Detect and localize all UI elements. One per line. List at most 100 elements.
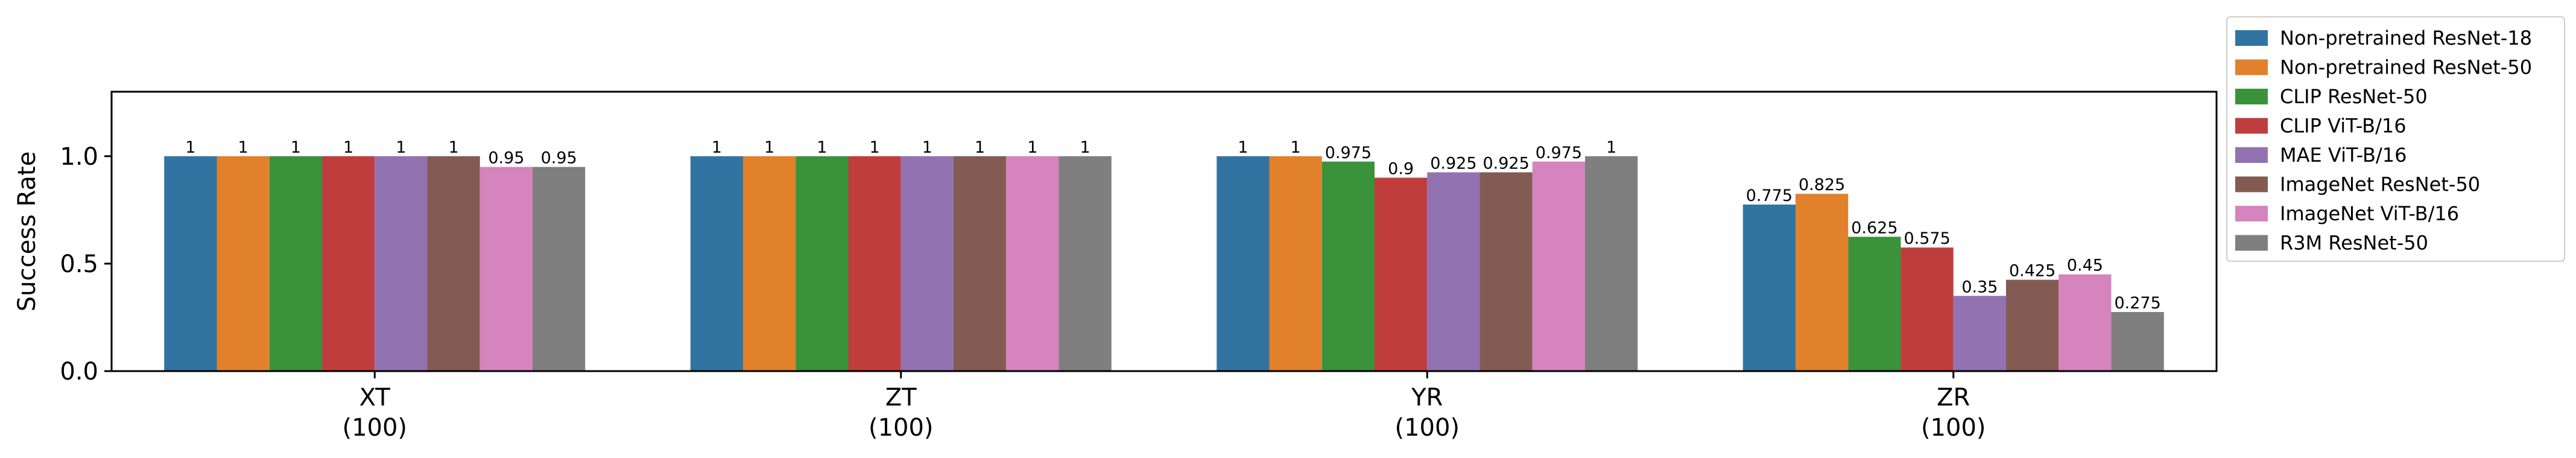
legend-label-5: MAE ViT-B/16	[2280, 144, 2407, 167]
legend-swatch-1	[2235, 30, 2268, 46]
data-label-yr-series-3: 0.975	[1325, 144, 1372, 162]
legend-label-1: Non-pretrained ResNet-18	[2280, 27, 2532, 49]
bar-zt-series-6	[954, 156, 1007, 371]
data-label-yr-series-4: 0.9	[1388, 159, 1414, 178]
bar-xt-series-4	[322, 156, 375, 371]
data-label-yr-series-5: 0.925	[1430, 154, 1476, 173]
legend-label-4: CLIP ViT-B/16	[2280, 115, 2407, 138]
bar-yr-series-2	[1269, 156, 1322, 371]
y-tick-label: 0.0	[60, 358, 98, 386]
bar-zr-series-2	[1796, 194, 1849, 371]
y-axis-label: Success Rate	[13, 151, 41, 311]
data-label-zt-series-1: 1	[712, 138, 722, 157]
data-label-zr-series-2: 0.825	[1799, 176, 1845, 194]
bar-yr-series-5	[1427, 172, 1480, 371]
x-axis: XT(100)ZT(100)YR(100)ZR(100)	[342, 371, 1986, 442]
bar-xt-series-3	[269, 156, 322, 371]
legend-swatch-2	[2235, 59, 2268, 75]
bars-layer	[164, 156, 2164, 371]
data-label-zr-series-7: 0.45	[2067, 256, 2103, 275]
data-label-zt-series-2: 1	[764, 138, 774, 157]
data-label-yr-series-1: 1	[1238, 138, 1248, 157]
x-tick-count-xt: (100)	[342, 414, 407, 442]
x-tick-label-zr: ZR	[1937, 384, 1970, 412]
legend-label-2: Non-pretrained ResNet-50	[2280, 56, 2532, 79]
data-label-zt-series-3: 1	[817, 138, 827, 157]
data-label-zr-series-8: 0.275	[2114, 294, 2160, 313]
data-label-xt-series-5: 1	[396, 138, 406, 157]
x-tick-count-yr: (100)	[1394, 414, 1460, 442]
y-tick-label: 0.5	[60, 250, 98, 278]
x-tick-count-zr: (100)	[1921, 414, 1986, 442]
bar-xt-series-1	[164, 156, 217, 371]
bar-xt-series-5	[375, 156, 428, 371]
bar-xt-series-2	[217, 156, 270, 371]
legend-label-3: CLIP ResNet-50	[2280, 85, 2428, 108]
data-label-xt-series-7: 0.95	[488, 149, 524, 168]
x-tick-label-yr: YR	[1411, 384, 1443, 412]
data-label-xt-series-2: 1	[238, 138, 248, 157]
bar-yr-series-4	[1375, 177, 1428, 371]
bar-xt-series-6	[427, 156, 480, 371]
data-label-zt-series-5: 1	[922, 138, 932, 157]
bar-zr-series-1	[1742, 204, 1796, 371]
legend-swatch-8	[2235, 235, 2268, 251]
legend-label-6: ImageNet ResNet-50	[2280, 173, 2480, 196]
legend-box	[2226, 16, 2565, 262]
legend-swatch-6	[2235, 176, 2268, 192]
x-tick-label-xt: XT	[359, 384, 391, 412]
data-label-yr-series-2: 1	[1291, 138, 1301, 157]
bar-yr-series-6	[1479, 172, 1533, 371]
legend-swatch-4	[2235, 118, 2268, 134]
legend-swatch-3	[2235, 89, 2268, 104]
bar-zr-series-7	[2059, 274, 2112, 371]
bar-zr-series-4	[1900, 247, 1954, 371]
legend: Non-pretrained ResNet-18 Non-pretrained R…	[2226, 16, 2565, 262]
data-label-yr-series-6: 0.925	[1483, 154, 1529, 173]
bar-zt-series-1	[690, 156, 743, 371]
data-label-zt-series-7: 1	[1027, 138, 1037, 157]
y-axis: 0.0 0.5 1.0	[60, 143, 112, 386]
data-label-zr-series-4: 0.575	[1904, 229, 1950, 248]
legend-label-8: R3M ResNet-50	[2280, 232, 2428, 255]
legend-swatch-7	[2235, 206, 2268, 221]
bar-yr-series-1	[1217, 156, 1270, 371]
bar-zr-series-8	[2111, 312, 2164, 371]
data-label-xt-series-3: 1	[291, 138, 301, 157]
bar-yr-series-3	[1321, 161, 1375, 371]
bar-xt-series-8	[533, 167, 586, 371]
data-label-zr-series-1: 0.775	[1746, 186, 1793, 205]
bar-zt-series-4	[848, 156, 901, 371]
legend-label-7: ImageNet ViT-B/16	[2280, 202, 2459, 225]
data-label-yr-series-8: 1	[1606, 138, 1616, 157]
bar-zr-series-6	[2006, 279, 2059, 371]
bar-zr-series-3	[1848, 237, 1901, 371]
plot-frame	[110, 91, 2218, 372]
bar-zt-series-8	[1059, 156, 1112, 371]
data-label-xt-series-4: 1	[343, 138, 353, 157]
data-label-xt-series-1: 1	[185, 138, 195, 157]
data-label-zr-series-6: 0.425	[2009, 262, 2055, 281]
data-label-zr-series-3: 0.625	[1851, 218, 1897, 237]
bar-zr-series-5	[1953, 296, 2006, 371]
bar-zt-series-3	[796, 156, 849, 371]
bar-zt-series-5	[900, 156, 954, 371]
legend-swatch-5	[2235, 147, 2268, 163]
data-label-yr-series-7: 0.975	[1536, 144, 1582, 162]
data-labels-layer: 1 1 1 1 1 1 0.95 0.95 1 1 1 1 1 1 1 1 1 1 0.975 0.9 0.925 0.9…	[185, 138, 2160, 313]
bar-zt-series-2	[743, 156, 796, 371]
data-label-zr-series-5: 0.35	[1961, 278, 1998, 296]
bar-xt-series-7	[479, 167, 533, 371]
data-label-zt-series-4: 1	[870, 138, 880, 157]
data-label-zt-series-8: 1	[1080, 138, 1090, 157]
x-tick-count-zt: (100)	[869, 414, 934, 442]
y-tick-label: 1.0	[60, 143, 98, 171]
x-tick-label-zt: ZT	[885, 384, 917, 412]
data-label-xt-series-6: 1	[449, 138, 459, 157]
data-label-xt-series-8: 0.95	[541, 149, 577, 168]
bar-yr-series-7	[1532, 161, 1585, 371]
bar-yr-series-8	[1585, 156, 1638, 371]
data-label-zt-series-6: 1	[975, 138, 985, 157]
bar-zt-series-7	[1006, 156, 1059, 371]
